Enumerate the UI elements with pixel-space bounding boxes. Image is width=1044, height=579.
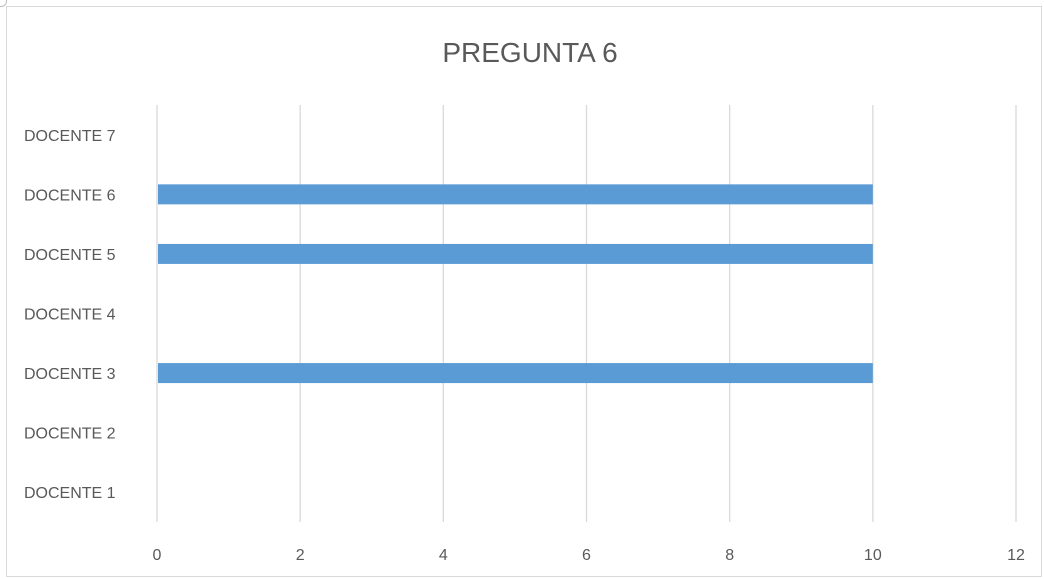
gridlines	[156, 105, 1017, 522]
x-tick-label: 0	[153, 547, 162, 564]
category-label: DOCENTE 6	[24, 187, 116, 204]
x-tick-label: 4	[439, 547, 448, 564]
chart-title: PREGUNTA 6	[442, 37, 617, 68]
bar-docente-5	[158, 243, 873, 264]
category-label: DOCENTE 1	[24, 485, 116, 502]
x-tick-label: 8	[725, 547, 734, 564]
chart-frame	[6, 6, 1042, 577]
bar-docente-6	[158, 184, 873, 205]
x-tick-label: 2	[296, 547, 305, 564]
value-axis: 0 2 4 6 8 10 12	[153, 547, 1025, 564]
category-label: DOCENTE 5	[24, 247, 116, 264]
category-label: DOCENTE 3	[24, 366, 116, 383]
category-label: DOCENTE 7	[24, 128, 116, 145]
category-label: DOCENTE 4	[24, 307, 116, 324]
bar-docente-3	[158, 363, 873, 384]
x-tick-label: 12	[1007, 547, 1025, 564]
bars	[158, 184, 873, 384]
x-tick-label: 6	[582, 547, 591, 564]
category-axis: DOCENTE 1 DOCENTE 2 DOCENTE 3 DOCENTE 4 DOCE…	[24, 128, 116, 502]
x-tick-label: 10	[864, 547, 882, 564]
category-label: DOCENTE 2	[24, 426, 116, 443]
